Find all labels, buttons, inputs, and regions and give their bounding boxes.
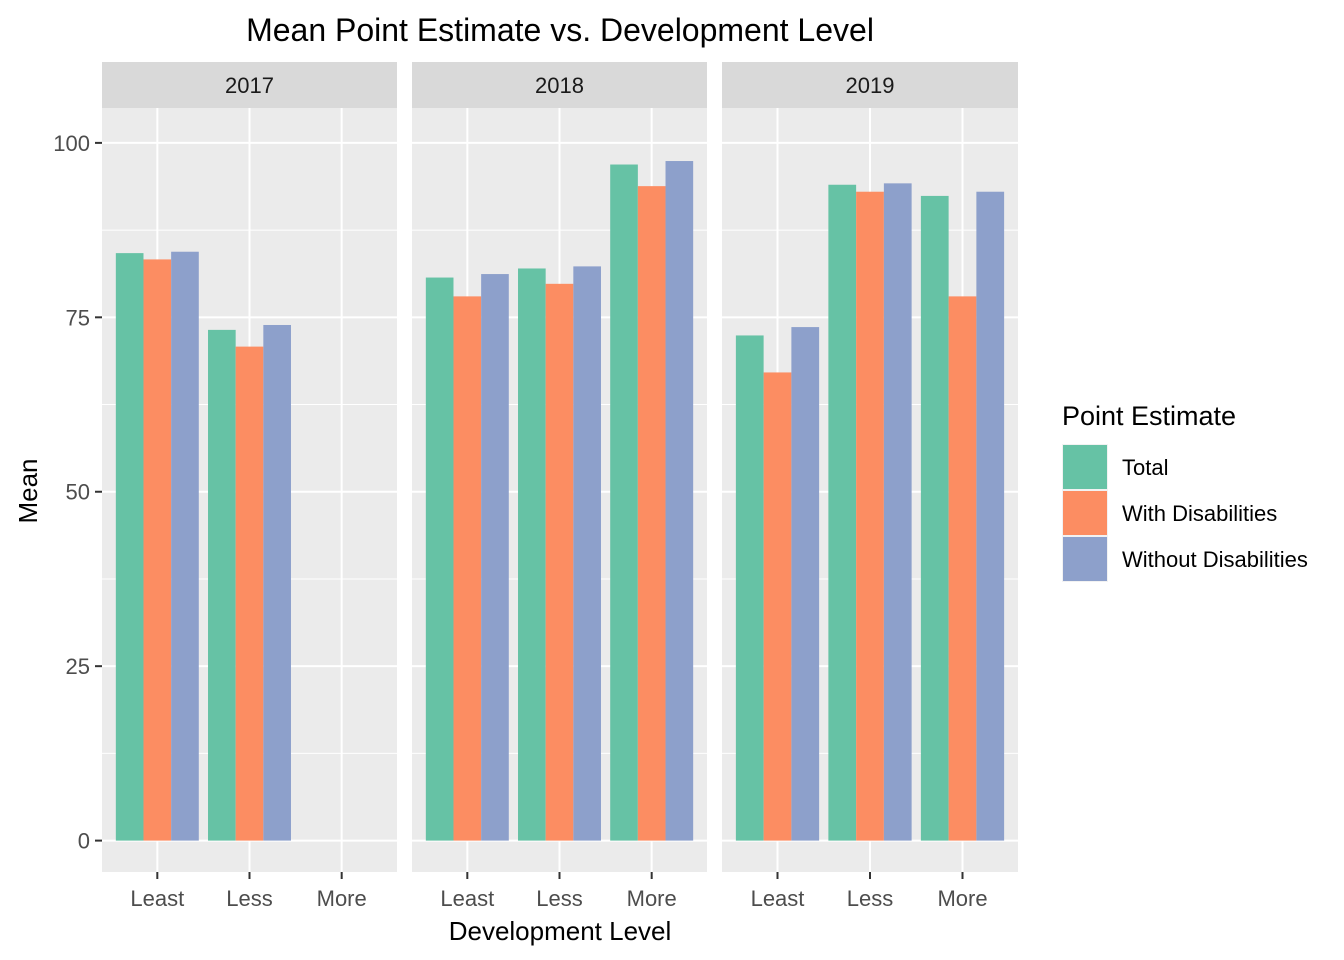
x-tick-label: More — [317, 886, 367, 911]
facet-strip — [412, 62, 707, 108]
y-tick-label: 100 — [53, 131, 90, 156]
facets: 2017 Least Less More 2018 Least Less More 2019 Le… — [102, 62, 1018, 911]
bar-with-disabilities — [948, 296, 977, 841]
legend-label: Without Disabilities — [1122, 547, 1308, 572]
legend-label: Total — [1122, 455, 1168, 480]
legend-title: Point Estimate — [1062, 401, 1236, 431]
facet-strip — [722, 62, 1018, 108]
facet-strip-label: 2017 — [225, 73, 274, 98]
bar-without-disabilities — [976, 191, 1005, 841]
legend-swatch — [1063, 537, 1107, 581]
x-tick-label: Least — [130, 886, 184, 911]
bar-without-disabilities — [883, 183, 912, 841]
bar-total — [425, 277, 454, 841]
y-axis-title: Mean — [13, 458, 43, 523]
bar-total — [518, 268, 546, 841]
bar-total — [735, 335, 764, 841]
bar-with-disabilities — [143, 259, 172, 841]
y-tick-label: 50 — [66, 480, 90, 505]
bar-total — [115, 253, 144, 841]
x-tick-label: Less — [536, 886, 582, 911]
bar-without-disabilities — [481, 274, 509, 841]
bar-without-disabilities — [171, 251, 199, 841]
facet-panel-2018: 2018 Least Less More — [412, 62, 707, 911]
x-tick-label: Least — [751, 886, 805, 911]
x-tick-label: Least — [440, 886, 494, 911]
y-axis: 0 25 50 75 100 — [53, 131, 102, 854]
facet-strip-label: 2019 — [846, 73, 895, 98]
bar-without-disabilities — [573, 266, 601, 841]
bar-total — [610, 164, 638, 841]
facet-panel-2019: 2019 Least Less More — [722, 62, 1018, 911]
facet-strip — [102, 62, 397, 108]
bar-with-disabilities — [856, 191, 884, 841]
bar-with-disabilities — [637, 186, 666, 841]
y-tick-label: 0 — [78, 829, 90, 854]
legend-swatch — [1063, 491, 1107, 535]
x-tick-label: Less — [226, 886, 272, 911]
bar-total — [828, 184, 857, 841]
bar-without-disabilities — [665, 161, 694, 841]
bar-without-disabilities — [791, 327, 820, 841]
bar-with-disabilities — [235, 346, 264, 841]
bar-with-disabilities — [763, 372, 792, 841]
y-tick-label: 25 — [66, 654, 90, 679]
bar-with-disabilities — [545, 283, 574, 841]
x-tick-label: More — [627, 886, 677, 911]
bar-total — [208, 329, 236, 841]
x-tick-label: More — [937, 886, 987, 911]
facet-panel-2017: 2017 Least Less More — [102, 62, 397, 911]
bar-total — [920, 195, 949, 841]
legend-swatch — [1063, 445, 1107, 489]
facet-strip-label: 2018 — [535, 73, 584, 98]
x-tick-label: Less — [847, 886, 893, 911]
x-axis-title: Development Level — [449, 916, 672, 946]
bar-with-disabilities — [453, 296, 482, 841]
chart-title: Mean Point Estimate vs. Development Leve… — [246, 12, 874, 48]
legend: Point Estimate Total With Disabilities Wit… — [1062, 401, 1308, 582]
bar-without-disabilities — [263, 324, 291, 841]
y-tick-label: 75 — [66, 305, 90, 330]
legend-label: With Disabilities — [1122, 501, 1277, 526]
